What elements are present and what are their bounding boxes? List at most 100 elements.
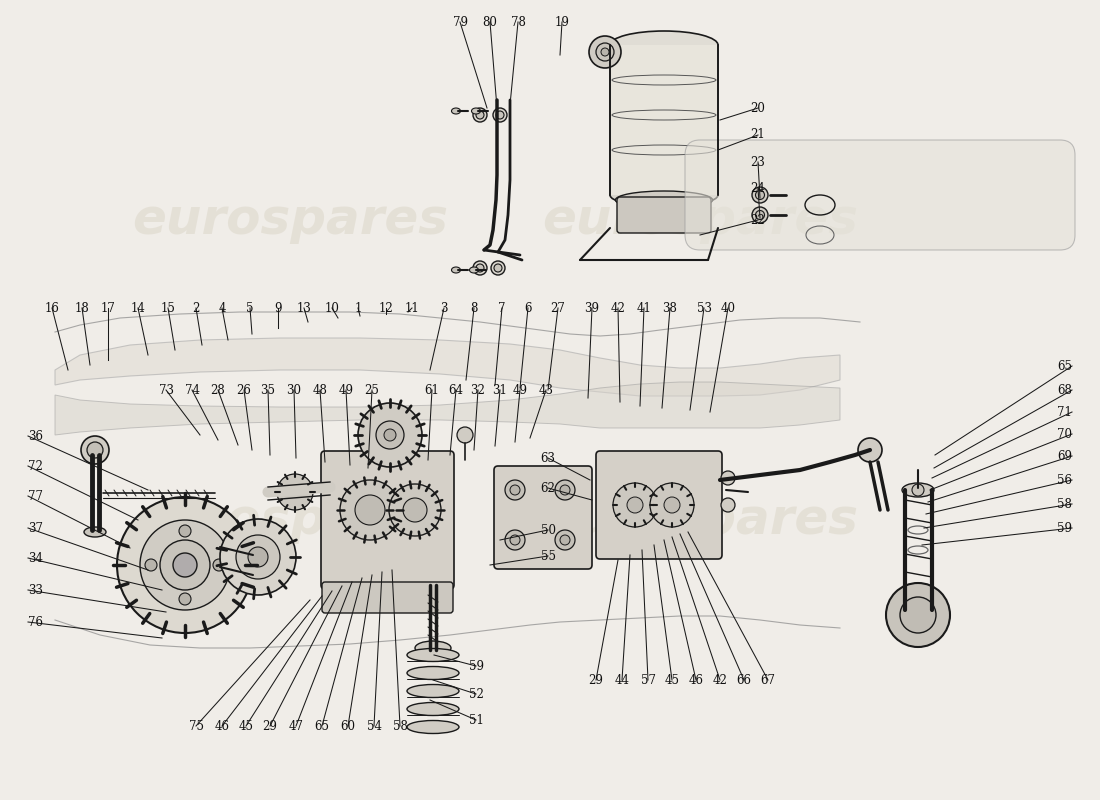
Text: 49: 49 xyxy=(513,383,528,397)
Circle shape xyxy=(664,497,680,513)
Polygon shape xyxy=(55,382,840,435)
Text: 40: 40 xyxy=(720,302,736,314)
Text: 46: 46 xyxy=(689,674,704,686)
Circle shape xyxy=(560,535,570,545)
Circle shape xyxy=(140,520,230,610)
Text: 28: 28 xyxy=(210,383,225,397)
Circle shape xyxy=(340,480,400,540)
Circle shape xyxy=(179,525,191,537)
Ellipse shape xyxy=(407,702,459,715)
Text: 9: 9 xyxy=(274,302,282,314)
Text: 70: 70 xyxy=(1057,427,1072,441)
Text: 71: 71 xyxy=(1057,406,1072,418)
Text: 15: 15 xyxy=(161,302,175,314)
Text: 68: 68 xyxy=(1057,383,1072,397)
Text: eurospares: eurospares xyxy=(542,496,858,544)
Circle shape xyxy=(720,471,735,485)
Ellipse shape xyxy=(752,207,768,223)
Ellipse shape xyxy=(407,721,459,734)
Ellipse shape xyxy=(476,264,484,272)
Text: 43: 43 xyxy=(539,383,553,397)
Ellipse shape xyxy=(473,108,487,122)
Ellipse shape xyxy=(601,48,609,56)
Text: 46: 46 xyxy=(214,719,230,733)
Ellipse shape xyxy=(752,187,768,203)
Ellipse shape xyxy=(491,261,505,275)
Text: 6: 6 xyxy=(525,302,531,314)
Ellipse shape xyxy=(415,641,451,655)
Text: 19: 19 xyxy=(554,15,570,29)
Ellipse shape xyxy=(615,191,713,209)
Text: 64: 64 xyxy=(449,383,463,397)
Text: 45: 45 xyxy=(664,674,680,686)
Circle shape xyxy=(403,498,427,522)
Ellipse shape xyxy=(493,108,507,122)
Text: 36: 36 xyxy=(28,430,43,442)
Circle shape xyxy=(900,597,936,633)
Ellipse shape xyxy=(472,108,481,114)
Text: eurospares: eurospares xyxy=(542,196,858,244)
Text: 77: 77 xyxy=(28,490,43,502)
Ellipse shape xyxy=(610,31,718,59)
Text: 33: 33 xyxy=(28,583,43,597)
Ellipse shape xyxy=(473,261,487,275)
Ellipse shape xyxy=(451,108,461,114)
Text: 7: 7 xyxy=(498,302,506,314)
Text: 30: 30 xyxy=(286,383,301,397)
Text: 14: 14 xyxy=(131,302,145,314)
Circle shape xyxy=(145,559,157,571)
Circle shape xyxy=(560,485,570,495)
Text: 26: 26 xyxy=(236,383,252,397)
Text: 65: 65 xyxy=(1057,359,1072,373)
Circle shape xyxy=(81,436,109,464)
Text: 50: 50 xyxy=(540,523,556,537)
Ellipse shape xyxy=(407,649,459,662)
Text: 74: 74 xyxy=(185,383,199,397)
Text: 72: 72 xyxy=(28,459,43,473)
Text: 51: 51 xyxy=(469,714,483,726)
Text: 3: 3 xyxy=(440,302,448,314)
Text: 52: 52 xyxy=(469,687,483,701)
Text: 54: 54 xyxy=(366,719,382,733)
Text: 59: 59 xyxy=(469,659,484,673)
Text: 22: 22 xyxy=(750,214,766,226)
Text: 38: 38 xyxy=(662,302,678,314)
Text: 4: 4 xyxy=(218,302,226,314)
Text: eurospares: eurospares xyxy=(132,496,448,544)
Text: 53: 53 xyxy=(696,302,712,314)
Circle shape xyxy=(355,495,385,525)
Text: 17: 17 xyxy=(100,302,116,314)
Ellipse shape xyxy=(451,267,461,273)
Circle shape xyxy=(886,583,950,647)
Ellipse shape xyxy=(476,111,484,119)
Text: 47: 47 xyxy=(288,719,304,733)
Ellipse shape xyxy=(84,527,106,537)
Text: 5: 5 xyxy=(246,302,254,314)
Ellipse shape xyxy=(610,183,718,207)
Text: 34: 34 xyxy=(28,551,43,565)
Text: 69: 69 xyxy=(1057,450,1072,462)
Circle shape xyxy=(456,427,473,443)
Ellipse shape xyxy=(588,36,621,68)
Circle shape xyxy=(389,484,441,536)
Text: 79: 79 xyxy=(452,15,468,29)
Text: 18: 18 xyxy=(75,302,89,314)
Circle shape xyxy=(556,480,575,500)
Text: 37: 37 xyxy=(28,522,43,534)
Text: 42: 42 xyxy=(610,302,626,314)
Circle shape xyxy=(376,421,404,449)
Circle shape xyxy=(556,530,575,550)
Circle shape xyxy=(117,497,253,633)
Text: 73: 73 xyxy=(158,383,174,397)
FancyBboxPatch shape xyxy=(685,140,1075,250)
Circle shape xyxy=(236,535,280,579)
Text: 78: 78 xyxy=(510,15,526,29)
Ellipse shape xyxy=(756,190,764,199)
Text: 60: 60 xyxy=(341,719,355,733)
Text: 48: 48 xyxy=(312,383,328,397)
Text: 11: 11 xyxy=(405,302,419,314)
Circle shape xyxy=(160,540,210,590)
Circle shape xyxy=(912,484,924,496)
Text: 10: 10 xyxy=(324,302,340,314)
Circle shape xyxy=(384,429,396,441)
